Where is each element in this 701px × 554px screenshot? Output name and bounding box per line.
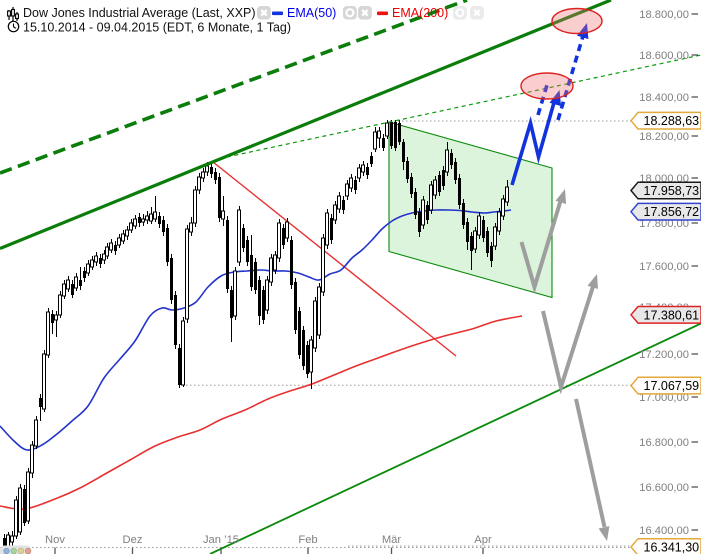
svg-text:Dez: Dez: [123, 534, 143, 546]
svg-text:18.600,00: 18.600,00: [639, 50, 689, 62]
svg-text:18.200,00: 18.200,00: [639, 131, 689, 143]
svg-text:Jan ’15: Jan ’15: [203, 534, 239, 546]
svg-text:15.10.2014 - 09.04.2015 (EDT,: 15.10.2014 - 09.04.2015 (EDT, 6 Monate, …: [23, 21, 291, 35]
svg-text:16.400,00: 16.400,00: [639, 525, 689, 537]
svg-text:EMA(50): EMA(50): [287, 6, 336, 20]
svg-text:Feb: Feb: [298, 534, 317, 546]
svg-text:18.288,63: 18.288,63: [644, 114, 700, 128]
svg-text:17.380,61: 17.380,61: [644, 308, 700, 322]
svg-text:16.341,30: 16.341,30: [644, 541, 700, 554]
svg-text:17.958,73: 17.958,73: [644, 184, 700, 198]
svg-text:17.000,00: 17.000,00: [639, 392, 689, 404]
svg-text:18.800,00: 18.800,00: [639, 9, 689, 21]
svg-text:17.200,00: 17.200,00: [639, 349, 689, 361]
svg-text:EMA(200): EMA(200): [392, 6, 448, 20]
svg-text:Mär: Mär: [382, 534, 402, 546]
svg-text:16.800,00: 16.800,00: [639, 437, 689, 449]
svg-text:Apr: Apr: [474, 534, 492, 546]
svg-text:17.067,59: 17.067,59: [644, 379, 700, 393]
svg-text:Dow Jones Industrial Average (: Dow Jones Industrial Average (Last, XXP): [23, 6, 256, 20]
svg-text:16.600,00: 16.600,00: [639, 482, 689, 494]
svg-text:17.856,72: 17.856,72: [644, 205, 700, 219]
svg-text:18.400,00: 18.400,00: [639, 92, 689, 104]
svg-text:Nov: Nov: [45, 534, 65, 546]
svg-text:17.800,00: 17.800,00: [639, 218, 689, 230]
svg-text:17.600,00: 17.600,00: [639, 261, 689, 273]
